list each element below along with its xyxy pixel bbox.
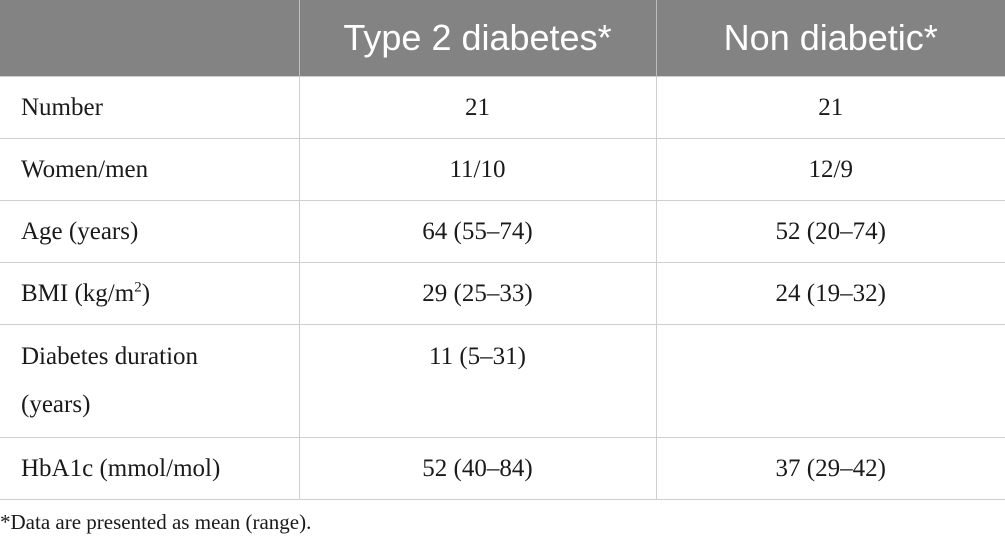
- cell-non-diabetic: [655, 324, 1005, 438]
- table-row: HbA1c (mmol/mol) 52 (40–84) 37 (29–42): [0, 437, 1005, 500]
- bmi-superscript: 2: [134, 279, 142, 296]
- row-label-line2: (years): [21, 391, 91, 418]
- table-row: Age (years) 64 (55–74) 52 (20–74): [0, 200, 1005, 263]
- row-label: Number: [0, 76, 300, 139]
- table-row: Diabetes duration (years) 11 (5–31): [0, 324, 1005, 438]
- header-non-diabetic: Non diabetic*: [656, 0, 1005, 77]
- row-label: BMI (kg/m2): [0, 262, 300, 325]
- header-row: Type 2 diabetes* Non diabetic*: [0, 0, 1005, 77]
- table-row: Number 21 21: [0, 76, 1005, 139]
- cell-type2: 52 (40–84): [298, 437, 657, 500]
- cell-non-diabetic: 37 (29–42): [655, 437, 1005, 500]
- cell-non-diabetic: 52 (20–74): [655, 200, 1005, 263]
- header-type2-diabetes: Type 2 diabetes*: [299, 0, 657, 77]
- row-label: HbA1c (mmol/mol): [0, 437, 300, 500]
- cell-type2: 29 (25–33): [298, 262, 657, 325]
- row-label: Women/men: [0, 138, 300, 201]
- row-label: Diabetes duration (years): [0, 324, 300, 438]
- header-empty: [0, 0, 300, 77]
- cell-type2: 21: [298, 76, 657, 139]
- row-label: Age (years): [0, 200, 300, 263]
- row-label-line1: Diabetes duration: [21, 343, 199, 370]
- cell-non-diabetic: 24 (19–32): [655, 262, 1005, 325]
- table-row: Women/men 11/10 12/9: [0, 138, 1005, 201]
- cell-non-diabetic: 21: [655, 76, 1005, 139]
- bmi-label-close: ): [141, 279, 151, 307]
- cell-type2: 11/10: [298, 138, 657, 201]
- table-row: BMI (kg/m2) 29 (25–33) 24 (19–32): [0, 262, 1005, 325]
- cell-non-diabetic: 12/9: [655, 138, 1005, 201]
- cell-type2: 64 (55–74): [298, 200, 657, 263]
- table-footnote: *Data are presented as mean (range).: [0, 510, 312, 534]
- cell-type2: 11 (5–31): [298, 324, 657, 438]
- bmi-label-text: BMI (kg/m: [21, 279, 135, 307]
- characteristics-table: Type 2 diabetes* Non diabetic* Number 21…: [0, 0, 1005, 500]
